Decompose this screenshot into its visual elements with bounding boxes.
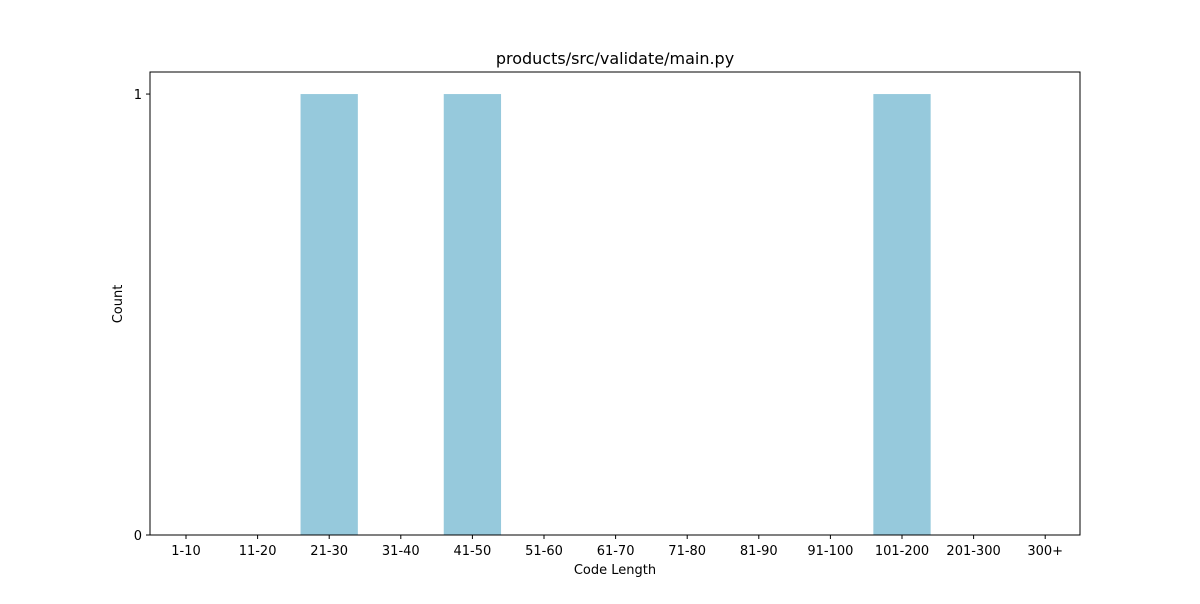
y-tick-label: 0 [134,529,142,544]
bars-group [301,94,931,535]
x-tick-label: 1-10 [171,544,201,559]
y-axis-label: Count [111,285,126,324]
x-tick-label: 61-70 [597,544,635,559]
x-tick-label: 11-20 [239,544,277,559]
chart-title: products/src/validate/main.py [496,49,734,68]
plot-frame [150,72,1080,535]
x-tick-label: 201-300 [946,544,1000,559]
x-axis: 1-10 11-20 21-30 31-40 41-50 51-60 61-70 71-80 8… [171,535,1063,559]
x-tick-label: 21-30 [310,544,348,559]
bar-21-30 [301,94,358,535]
bar-41-50 [444,94,501,535]
x-tick-label: 101-200 [875,544,929,559]
x-tick-label: 41-50 [454,544,492,559]
bar-101-200 [873,94,930,535]
x-tick-label: 300+ [1027,544,1063,559]
y-tick-label: 1 [134,88,142,103]
x-axis-label: Code Length [574,563,656,578]
x-tick-label: 91-100 [807,544,853,559]
x-tick-label: 51-60 [525,544,563,559]
x-tick-label: 71-80 [668,544,706,559]
x-tick-label: 31-40 [382,544,420,559]
x-tick-label: 81-90 [740,544,778,559]
y-axis: 01 [134,88,150,544]
